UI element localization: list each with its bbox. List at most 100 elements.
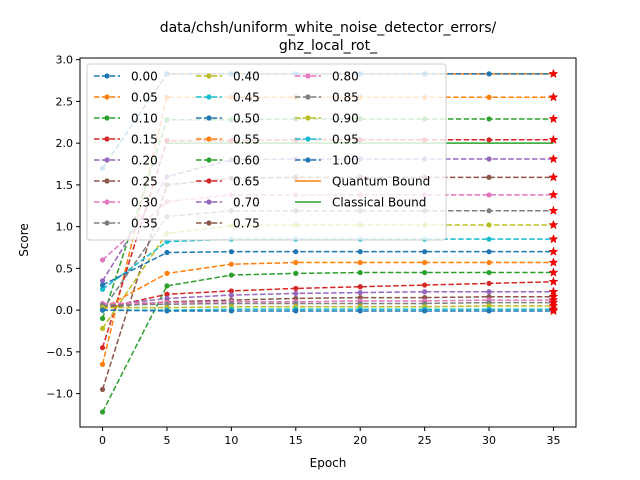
series-line-14 — [102, 291, 554, 307]
data-point — [228, 261, 234, 267]
legend-marker — [206, 178, 212, 184]
legend-marker — [104, 178, 110, 184]
final-point-star-marker — [548, 257, 559, 267]
data-point — [422, 282, 428, 288]
data-point — [99, 307, 106, 313]
data-point — [422, 249, 428, 255]
data-point — [99, 257, 106, 263]
legend: 0.00 0.05 0.10 0.15 0.20 0.25 0.30 0.35 0.40 0.45… — [86, 63, 447, 241]
y-tick-label: 2.5 — [56, 95, 74, 108]
legend-label: 0.90 — [332, 112, 359, 126]
legend-marker — [206, 157, 212, 163]
legend-marker — [104, 136, 110, 142]
data-point — [486, 192, 492, 198]
legend-marker — [305, 115, 311, 121]
data-point — [228, 308, 234, 314]
data-point — [357, 289, 363, 296]
series-line-20 — [102, 309, 554, 312]
data-point — [422, 308, 428, 314]
legend-marker — [206, 136, 212, 142]
final-point-star-marker — [548, 219, 559, 230]
data-point — [422, 269, 428, 276]
final-point-star-marker — [548, 233, 559, 244]
legend-marker — [206, 94, 212, 100]
legend-label: 0.95 — [332, 133, 359, 147]
data-point — [99, 386, 106, 393]
legend-label: 0.75 — [233, 217, 260, 231]
x-tick-label: 35 — [546, 434, 560, 447]
legend-marker — [206, 73, 212, 79]
final-point-star-marker — [548, 92, 559, 102]
data-point — [99, 361, 106, 367]
series-line-17 — [102, 301, 554, 306]
legend-label: 0.25 — [131, 175, 158, 189]
data-point — [99, 345, 106, 351]
series-line-9 — [102, 238, 554, 290]
data-point — [293, 290, 299, 297]
data-point — [486, 174, 492, 180]
data-point — [486, 222, 492, 228]
data-point — [486, 71, 492, 77]
legend-label: 0.85 — [332, 91, 359, 105]
final-point-star-marker — [548, 134, 559, 145]
series-line-19 — [102, 308, 554, 311]
data-point — [486, 259, 492, 266]
x-tick-label: 30 — [482, 434, 496, 447]
legend-marker — [104, 199, 110, 205]
legend-label: 0.10 — [131, 112, 158, 126]
data-point — [486, 137, 492, 143]
legend-label: 0.45 — [233, 91, 260, 105]
x-tick-label: 15 — [289, 434, 303, 447]
chart-title-line-1: data/chsh/uniform_white_noise_detector_e… — [160, 20, 497, 36]
data-point — [486, 269, 492, 276]
legend-marker — [305, 73, 311, 79]
data-point — [164, 308, 170, 314]
final-point-star-marker — [548, 267, 559, 277]
data-point — [486, 94, 492, 100]
final-point-star-marker — [548, 305, 559, 316]
y-axis-label: Score — [17, 223, 31, 257]
data-point — [293, 270, 299, 276]
legend-label: 0.70 — [233, 196, 260, 210]
y-tick-label: 1.0 — [56, 221, 74, 234]
data-point — [486, 280, 492, 287]
data-point — [99, 315, 106, 322]
legend-label: 0.00 — [131, 70, 158, 84]
final-point-star-marker — [548, 113, 559, 124]
legend-label: 0.50 — [233, 112, 260, 126]
x-tick-label: 20 — [353, 434, 367, 447]
legend-marker — [104, 73, 110, 79]
series-line-8 — [101, 224, 554, 329]
legend-label: Quantum Bound — [332, 175, 430, 189]
data-point — [357, 269, 363, 276]
legend-marker — [104, 220, 110, 226]
final-point-star-marker — [548, 189, 559, 200]
legend-box — [86, 63, 447, 241]
data-point — [99, 409, 106, 415]
x-tick-label: 25 — [418, 434, 432, 447]
series-line-15 — [102, 296, 554, 309]
legend-marker — [305, 94, 311, 100]
data-point — [486, 308, 492, 314]
data-point — [486, 249, 492, 255]
legend-label: 0.60 — [233, 154, 260, 168]
y-tick-label: −0.5 — [46, 346, 73, 359]
data-point — [293, 259, 299, 266]
legend-marker — [104, 94, 110, 100]
x-tick-label: 0 — [99, 434, 106, 447]
data-point — [357, 284, 363, 290]
chart-title-line-2: ghz_local_rot_ — [279, 38, 378, 54]
legend-label: 1.00 — [332, 154, 359, 168]
legend-marker — [206, 115, 212, 121]
data-point — [486, 208, 492, 214]
y-tick-label: 2.0 — [56, 137, 74, 150]
series-line-18 — [102, 305, 554, 309]
data-point — [422, 289, 428, 295]
legend-marker — [305, 157, 311, 163]
series-line-10 — [102, 250, 554, 286]
final-point-star-marker — [548, 246, 559, 256]
y-tick-label: 0.0 — [56, 304, 74, 317]
legend-label: 0.05 — [131, 91, 158, 105]
legend-label: 0.30 — [131, 196, 158, 210]
